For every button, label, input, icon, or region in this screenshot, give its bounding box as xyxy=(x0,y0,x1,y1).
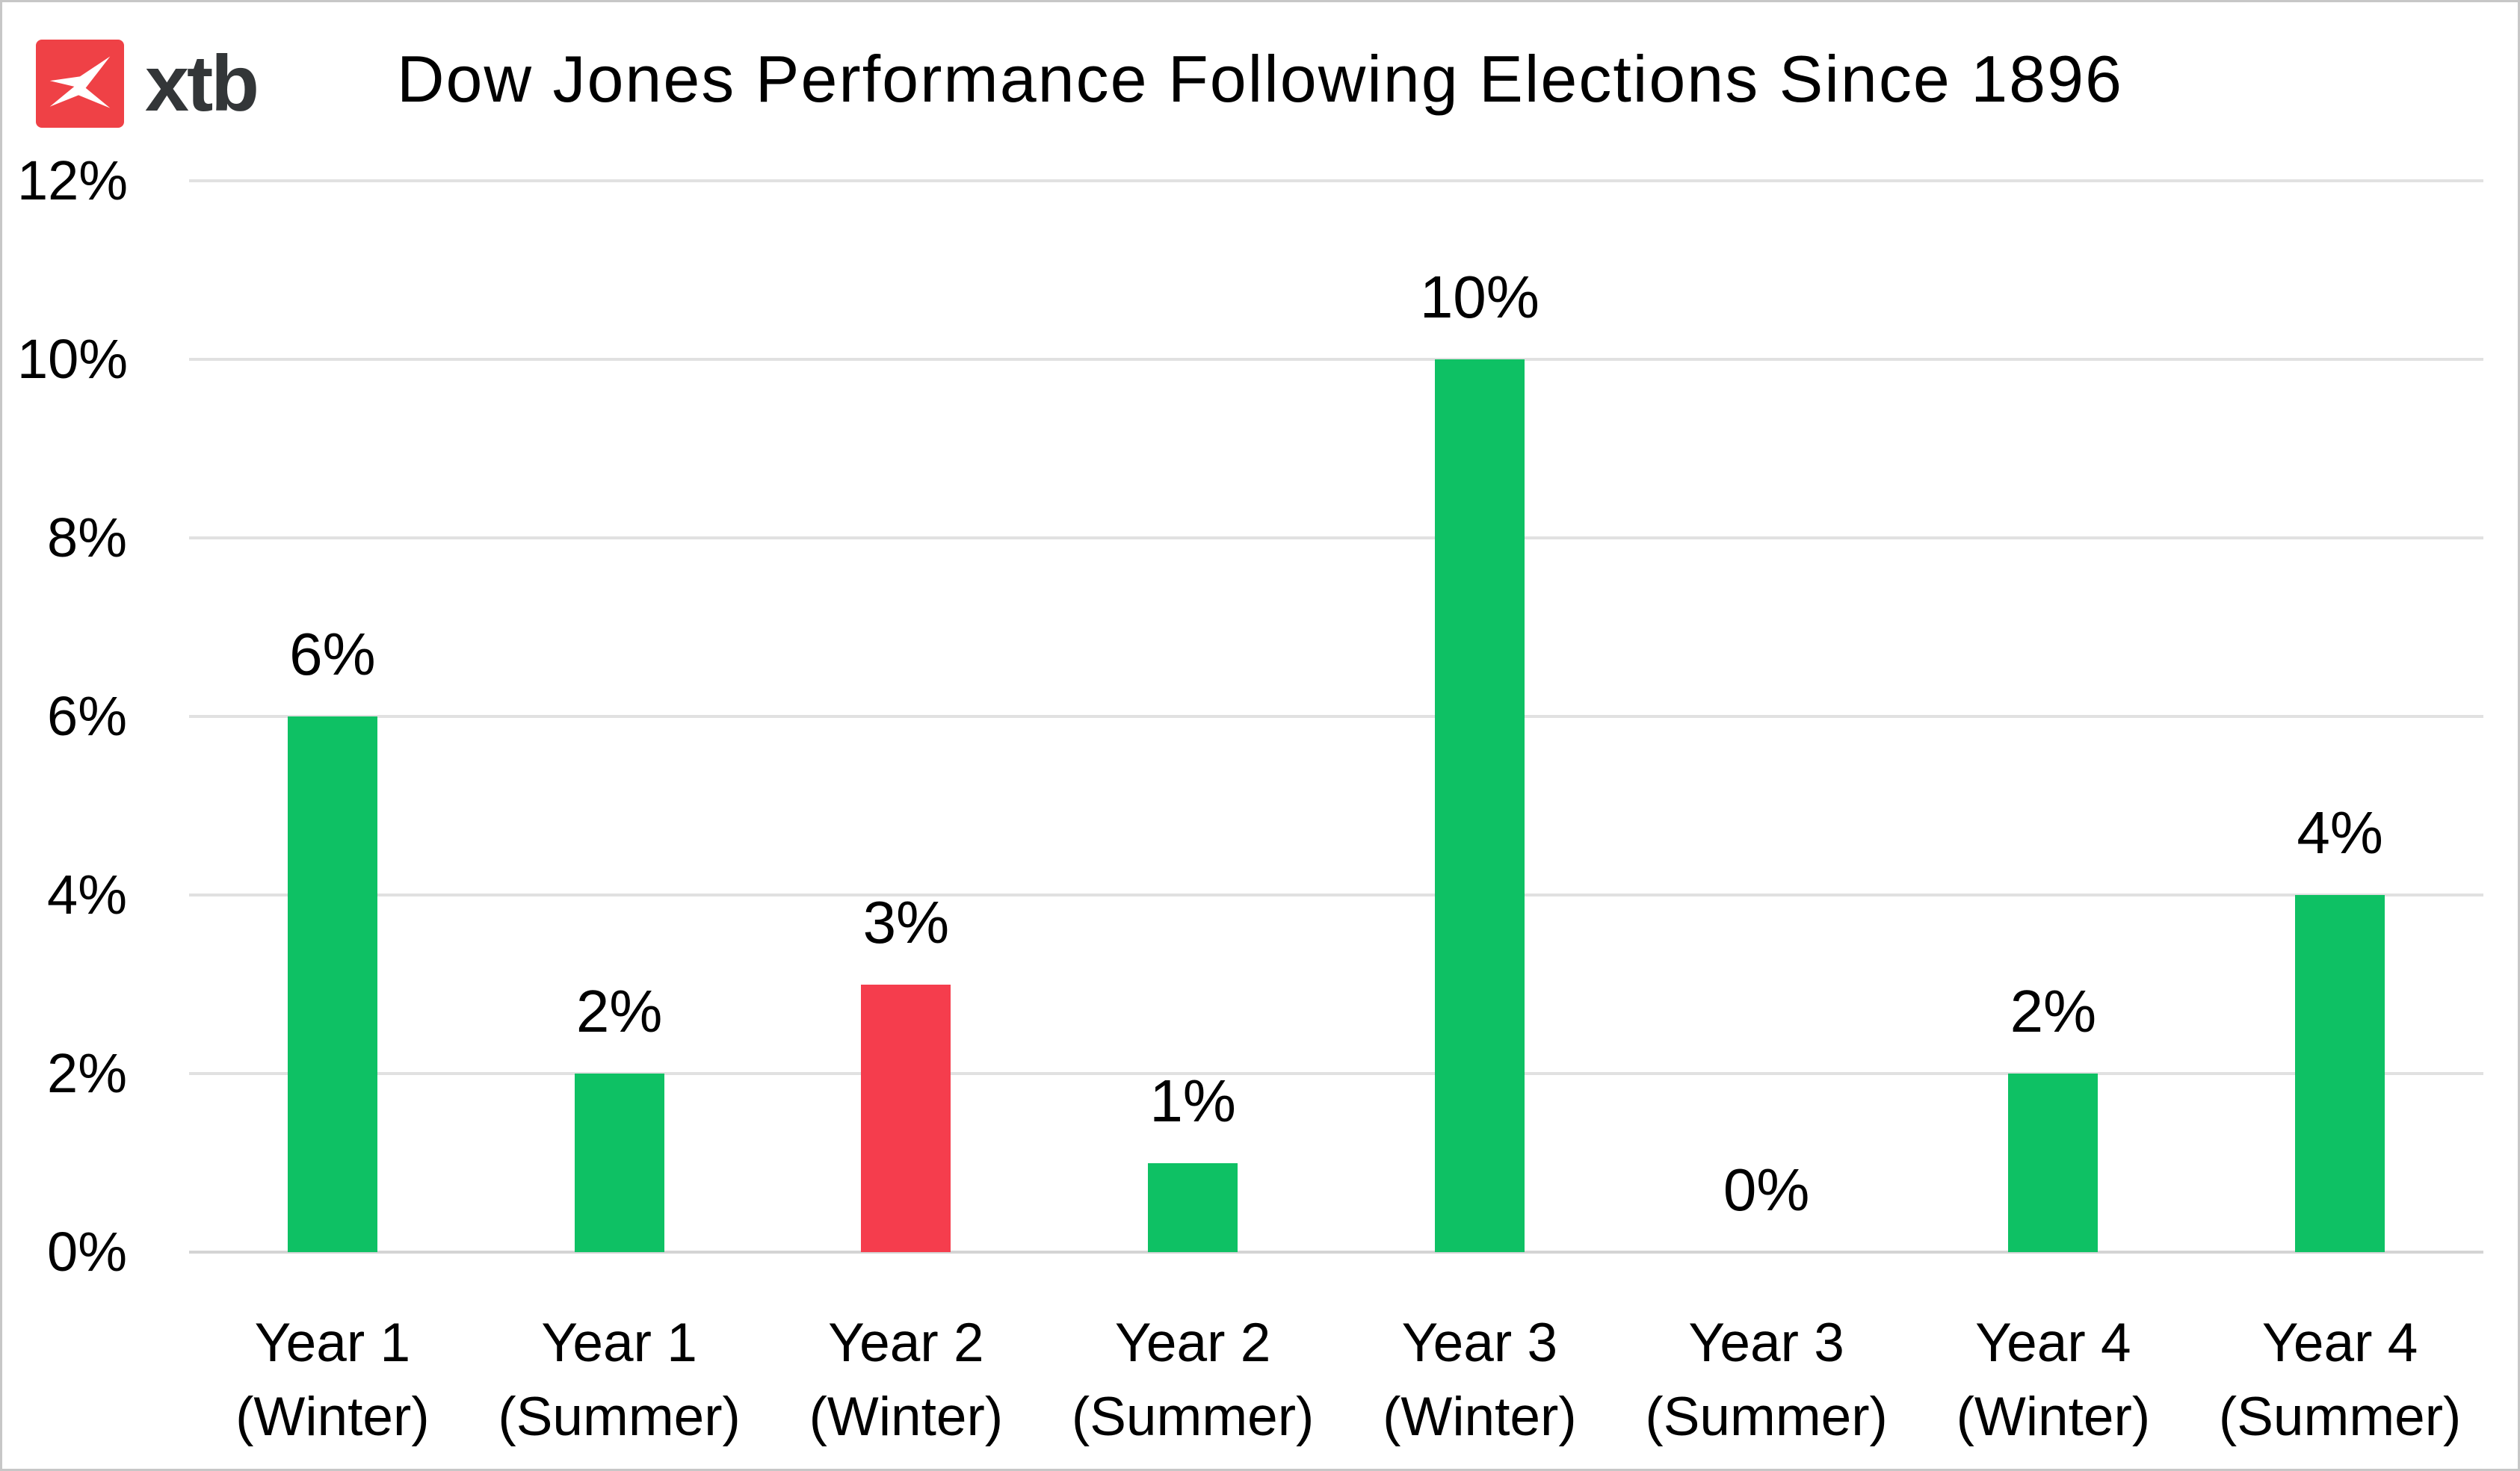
xtb-x-icon xyxy=(49,56,111,108)
bar-year-3-winter xyxy=(1434,359,1525,1252)
xtb-logo-mark xyxy=(36,40,124,128)
chart-title: Dow Jones Performance Following Election… xyxy=(396,42,2123,116)
data-label-year-3-summer: 0% xyxy=(1723,1156,1810,1223)
x-axis-label-year-1-winter: Year 1 (Winter) xyxy=(189,1306,476,1454)
x-axis-label-year-1-summer: Year 1 (Summer) xyxy=(476,1306,763,1454)
gridline-6pct xyxy=(189,715,2483,718)
bar-year-4-winter xyxy=(2008,1074,2099,1252)
gridline-10pct xyxy=(189,358,2483,361)
x-axis-label-year-1-winter-line-1: Year 1 xyxy=(254,1313,411,1373)
data-label-year-4-summer: 4% xyxy=(2297,799,2383,866)
gridline-8pct xyxy=(189,536,2483,539)
bar-year-2-summer xyxy=(1148,1162,1238,1252)
data-label-year-4-winter: 2% xyxy=(2010,978,2097,1044)
x-axis-label-year-3-summer-line-2: (Summer) xyxy=(1645,1387,1888,1447)
bar-year-1-winter xyxy=(287,716,377,1252)
x-axis-label-year-4-winter-line-1: Year 4 xyxy=(1975,1313,2131,1373)
x-axis-label-year-2-summer-line-2: (Summer) xyxy=(1071,1387,1315,1447)
x-axis-label-year-3-summer: Year 3 (Summer) xyxy=(1623,1306,1910,1454)
x-axis-label-year-1-summer-line-2: (Summer) xyxy=(498,1387,741,1447)
data-label-year-2-summer: 1% xyxy=(1149,1067,1236,1134)
bar-year-2-winter xyxy=(861,984,951,1252)
gridline-4pct xyxy=(189,894,2483,896)
x-axis-label-year-1-winter-line-2: (Winter) xyxy=(235,1387,430,1447)
y-axis-tick-10pct: 10% xyxy=(17,328,129,390)
data-label-year-1-winter: 6% xyxy=(289,621,376,687)
data-label-year-2-winter: 3% xyxy=(862,888,950,956)
xtb-logo-text: xtb xyxy=(145,40,259,128)
gridline-2pct xyxy=(189,1072,2483,1075)
gridline-0pct xyxy=(189,1251,2483,1254)
y-axis-tick-6pct: 6% xyxy=(47,685,127,747)
y-axis-tick-0pct: 0% xyxy=(47,1221,127,1283)
x-axis-label-year-4-winter: Year 4 (Winter) xyxy=(1910,1306,2197,1454)
bar-year-4-summer xyxy=(2295,895,2385,1252)
x-axis-label-year-3-winter-line-2: (Winter) xyxy=(1383,1387,1577,1447)
x-axis-label-year-4-winter-line-2: (Winter) xyxy=(1956,1387,2151,1447)
y-axis-tick-4pct: 4% xyxy=(47,864,127,926)
bar-year-1-summer xyxy=(574,1074,664,1252)
y-axis-tick-2pct: 2% xyxy=(47,1042,127,1104)
x-axis-label-year-2-winter-line-2: (Winter) xyxy=(809,1387,1004,1447)
header: Dow Jones Performance Following Election… xyxy=(2,34,2518,125)
y-axis-tick-8pct: 8% xyxy=(47,507,127,569)
x-axis-label-year-2-summer: Year 2 (Summer) xyxy=(1049,1306,1336,1454)
y-axis-tick-12pct: 12% xyxy=(17,149,129,211)
x-axis-label-year-2-winter-line-1: Year 2 xyxy=(828,1313,984,1373)
x-axis-label-year-2-winter: Year 2 (Winter) xyxy=(763,1306,1050,1454)
x-axis-label-year-3-winter-line-1: Year 3 xyxy=(1401,1313,1558,1373)
x-axis-label-year-3-winter: Year 3 (Winter) xyxy=(1336,1306,1623,1454)
x-axis-label-year-3-summer-line-1: Year 3 xyxy=(1688,1313,1844,1373)
x-axis-label-year-1-summer-line-1: Year 1 xyxy=(541,1313,697,1373)
x-axis-label-year-4-summer-line-2: (Summer) xyxy=(2218,1387,2462,1447)
xtb-logo: xtb xyxy=(36,40,259,128)
data-label-year-1-summer: 2% xyxy=(575,978,663,1044)
gridline-12pct xyxy=(189,179,2483,182)
data-label-year-3-winter: 10% xyxy=(1419,264,1540,330)
x-axis-label-year-2-summer-line-1: Year 2 xyxy=(1114,1313,1271,1373)
x-axis-label-year-4-summer: Year 4 (Summer) xyxy=(2196,1306,2483,1454)
x-axis-label-year-4-summer-line-1: Year 4 xyxy=(2261,1313,2418,1373)
